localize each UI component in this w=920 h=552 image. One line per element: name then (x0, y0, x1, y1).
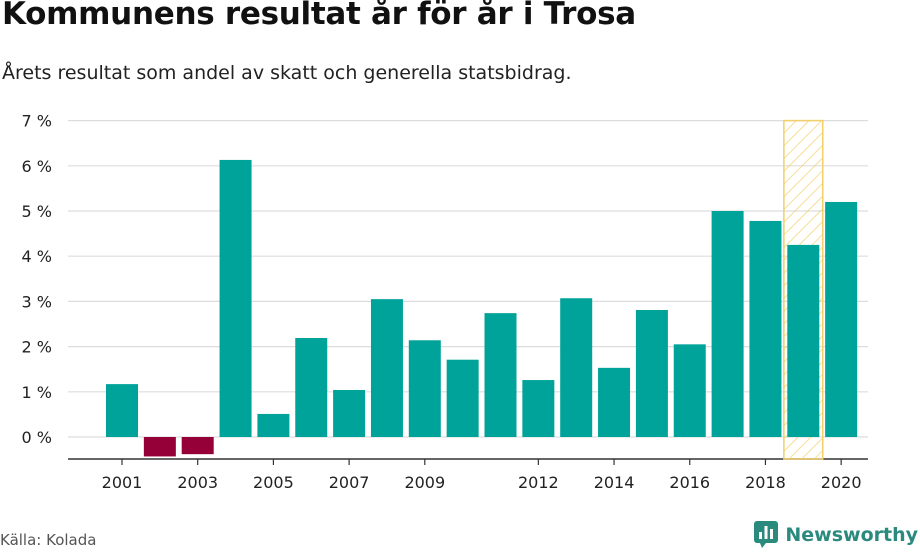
y-tick-label: 3 % (22, 292, 52, 311)
x-tick-label: 2009 (404, 473, 445, 492)
bar-2013 (560, 298, 593, 437)
x-tick-label: 2020 (821, 473, 862, 492)
bar-2009 (408, 340, 441, 437)
x-tick-label: 2007 (329, 473, 370, 492)
bars-layer (106, 159, 858, 457)
newsworthy-logo-icon (754, 521, 779, 548)
y-tick-label: 5 % (22, 202, 52, 221)
x-tick-label: 2016 (669, 473, 710, 492)
bar-2008 (370, 299, 403, 437)
x-tick-labels: 2001 2003 2005 2007 2009 2012 2014 2016 2018 2020 (102, 459, 862, 492)
y-tick-label: 6 % (22, 157, 52, 176)
x-tick-label: 2003 (177, 473, 218, 492)
bar-2001 (106, 384, 138, 437)
bar-2020 (825, 201, 858, 437)
bar-2016 (673, 344, 706, 437)
bar-2010 (446, 359, 479, 437)
x-tick-label: 2014 (594, 473, 635, 492)
source-note: Källa: Kolada (0, 531, 97, 549)
bar-2019 (787, 244, 820, 437)
bar-2018 (749, 220, 782, 437)
bar-chart: 0 %1 %2 %3 %4 %5 %6 %7 % 2001 2003 2005 200… (22, 112, 868, 492)
bar-2017 (711, 211, 744, 437)
x-tick-label: 2012 (518, 473, 559, 492)
y-tick-label: 0 % (22, 428, 52, 447)
y-tick-labels: 0 % 1 % 2 % 3 % 4 % 5 % 6 % 7 % (22, 112, 52, 447)
bar-2011 (484, 313, 517, 437)
bar-2007 (333, 389, 366, 437)
y-tick-label: 7 % (22, 112, 52, 131)
bar-2012 (522, 380, 555, 437)
x-tick-label: 2018 (745, 473, 786, 492)
bar-2003 (181, 437, 214, 455)
chart-title: Kommunens resultat år för år i Trosa (2, 0, 636, 32)
bar-2015 (635, 309, 668, 437)
brand-logo: Newsworthy (754, 521, 918, 549)
chart-subtitle: Årets resultat som andel av skatt och ge… (2, 62, 572, 84)
bar-2014 (598, 367, 631, 437)
x-tick-label: 2001 (102, 473, 143, 492)
y-tick-label: 2 % (22, 338, 52, 357)
bar-2004 (219, 159, 252, 437)
bar-2006 (295, 338, 328, 437)
bar-2005 (257, 413, 290, 437)
bar-2002 (143, 437, 176, 457)
brand-name: Newsworthy (785, 524, 918, 546)
y-tick-label: 4 % (22, 247, 52, 266)
x-tick-label: 2005 (253, 473, 294, 492)
y-tick-label: 1 % (22, 383, 52, 402)
